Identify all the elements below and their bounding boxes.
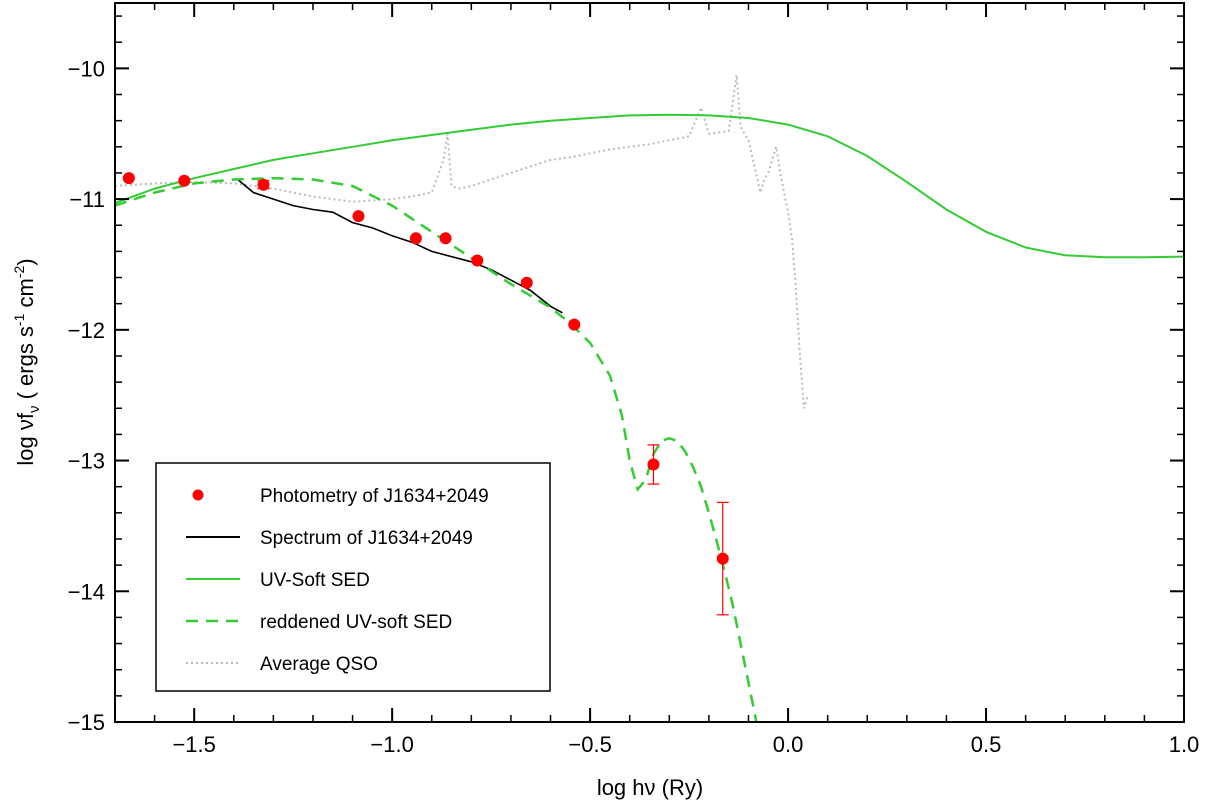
x-tick-label: −1.5 [172, 732, 215, 757]
legend-label-average-qso: Average QSO [260, 654, 378, 675]
y-axis-title-units-sup2: -2 [11, 265, 27, 278]
y-tick-label: −14 [68, 579, 105, 604]
y-axis-title: log νfν ( ergs s-1 cm-2) [11, 258, 43, 465]
legend-label-spectrum: Spectrum of J1634+2049 [260, 528, 473, 549]
x-tick-label: 0.5 [971, 732, 1002, 757]
series-layer [115, 74, 1184, 722]
legend-box [155, 462, 551, 692]
y-tick-label: −12 [68, 318, 105, 343]
series-spectrum-line [237, 178, 563, 314]
photometry-point [352, 210, 365, 223]
photometry-point [520, 276, 533, 289]
y-tick-label: −13 [68, 449, 105, 474]
legend-label-photometry: Photometry of J1634+2049 [260, 486, 489, 507]
y-axis-title-units-a: ( ergs s [13, 326, 38, 405]
photometry-point [178, 174, 191, 187]
photometry-point [647, 458, 660, 471]
series-average-qso-line [115, 74, 809, 409]
x-tick-label: 1.0 [1169, 732, 1200, 757]
x-tick-label: −0.5 [568, 732, 611, 757]
legend-label-reddened: reddened UV-soft SED [260, 612, 452, 633]
series-clip-group [115, 74, 1184, 722]
x-tick-label: −1.0 [370, 732, 413, 757]
legend: Photometry of J1634+2049 Spectrum of J16… [155, 462, 551, 692]
y-tick-label: −15 [68, 710, 105, 735]
y-tick-label: −11 [69, 187, 105, 212]
y-tick-label: −10 [68, 56, 105, 81]
y-axis-title-sub: ν [26, 406, 43, 414]
ticks-layer: −1.5 −1.0 −0.5 0.0 0.5 1.0 −15 −14 −13 −12 −11 −10 [68, 3, 1200, 757]
series-uv-soft-sed-line [115, 113, 1184, 259]
photometry-point [471, 254, 484, 267]
plot-frame [114, 2, 1185, 723]
y-axis-title-units-sup1: -1 [11, 313, 27, 326]
legend-marker-photometry [192, 489, 204, 501]
photometry-point [409, 232, 422, 245]
x-axis-title: log hν (Ry) [597, 775, 703, 800]
photometry-point [257, 178, 270, 191]
photometry-point [122, 172, 135, 185]
y-axis-title-units-b: cm [13, 278, 38, 313]
y-axis-title-main: log νf [13, 412, 38, 465]
y-axis-title-units-c: ) [13, 258, 38, 265]
photometry-point [716, 552, 729, 565]
photometry-point [439, 232, 452, 245]
photometry-point [568, 318, 581, 331]
legend-label-uvsoft: UV-Soft SED [260, 570, 370, 591]
x-tick-label: 0.0 [773, 732, 804, 757]
